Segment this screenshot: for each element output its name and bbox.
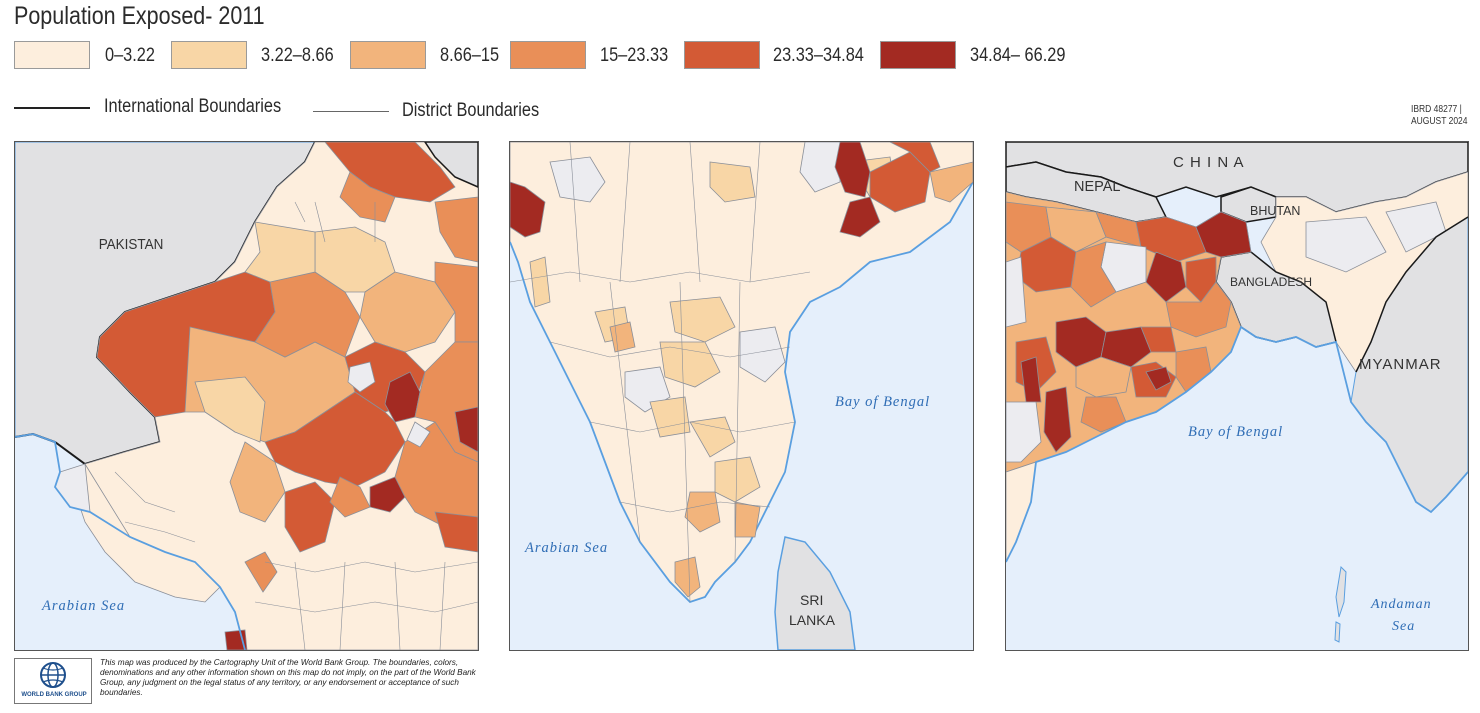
label-arabian-sea-south: Arabian Sea <box>524 540 608 556</box>
label-andaman-sea: Sea <box>1392 619 1415 634</box>
label-lanka: LANKA <box>789 612 836 628</box>
map-id-number: IBRD 48277 | <box>1411 104 1463 115</box>
map-title: Population Exposed- 2011 <box>14 2 265 30</box>
label-nepal: NEPAL <box>1074 179 1120 195</box>
legend-label: 15–23.33 <box>600 45 669 66</box>
legend-label: 23.33–34.84 <box>773 45 864 66</box>
international-label: International Boundaries <box>104 96 282 117</box>
logo-text: WORLD BANK GROUP <box>21 692 87 698</box>
map-west: PAKISTAN Arabian Sea <box>15 142 478 650</box>
map-east: C H I N A NEPAL BHUTAN BANGLADESH MYANMA… <box>1006 142 1468 650</box>
international-line-icon <box>14 107 90 109</box>
legend-swatch <box>350 41 426 69</box>
map-panel-west: PAKISTAN Arabian Sea <box>14 141 479 651</box>
map-id: IBRD 48277 | AUGUST 2024 <box>1411 104 1468 128</box>
map-id-date: AUGUST 2024 <box>1411 116 1468 127</box>
legend-label: 3.22–8.66 <box>261 45 334 66</box>
world-bank-logo: WORLD BANK GROUP <box>14 658 92 704</box>
legend-swatch <box>880 41 956 69</box>
label-bangladesh: BANGLADESH <box>1230 275 1312 289</box>
label-bay-of-bengal-south: Bay of Bengal <box>835 394 930 410</box>
legend-swatch <box>510 41 586 69</box>
label-arabian-sea-west: Arabian Sea <box>41 598 125 614</box>
legend-swatch <box>14 41 90 69</box>
label-myanmar: MYANMAR <box>1359 356 1442 373</box>
label-andaman: Andaman <box>1370 597 1432 612</box>
label-sri: SRI <box>800 592 823 608</box>
label-pakistan: PAKISTAN <box>99 236 164 253</box>
map-panel-east: C H I N A NEPAL BHUTAN BANGLADESH MYANMA… <box>1005 141 1469 651</box>
legend-swatch <box>684 41 760 69</box>
legend-label: 0–3.22 <box>105 45 155 66</box>
legend-label: 8.66–15 <box>440 45 500 66</box>
globe-icon <box>40 662 66 688</box>
label-china: C H I N A <box>1173 154 1245 171</box>
label-bhutan: BHUTAN <box>1250 204 1300 218</box>
label-bay-of-bengal-east: Bay of Bengal <box>1188 424 1283 440</box>
disclaimer: This map was produced by the Cartography… <box>100 658 476 697</box>
map-panel-south: SRI LANKA Arabian Sea Bay of Bengal <box>509 141 974 651</box>
legend-swatch <box>171 41 247 69</box>
footer: WORLD BANK GROUP This map was produced b… <box>14 656 494 708</box>
legend-label: 34.84– 66.29 <box>970 45 1066 66</box>
district-line-icon <box>313 111 389 112</box>
district-label: District Boundaries <box>402 100 540 121</box>
map-south: SRI LANKA Arabian Sea Bay of Bengal <box>510 142 973 650</box>
